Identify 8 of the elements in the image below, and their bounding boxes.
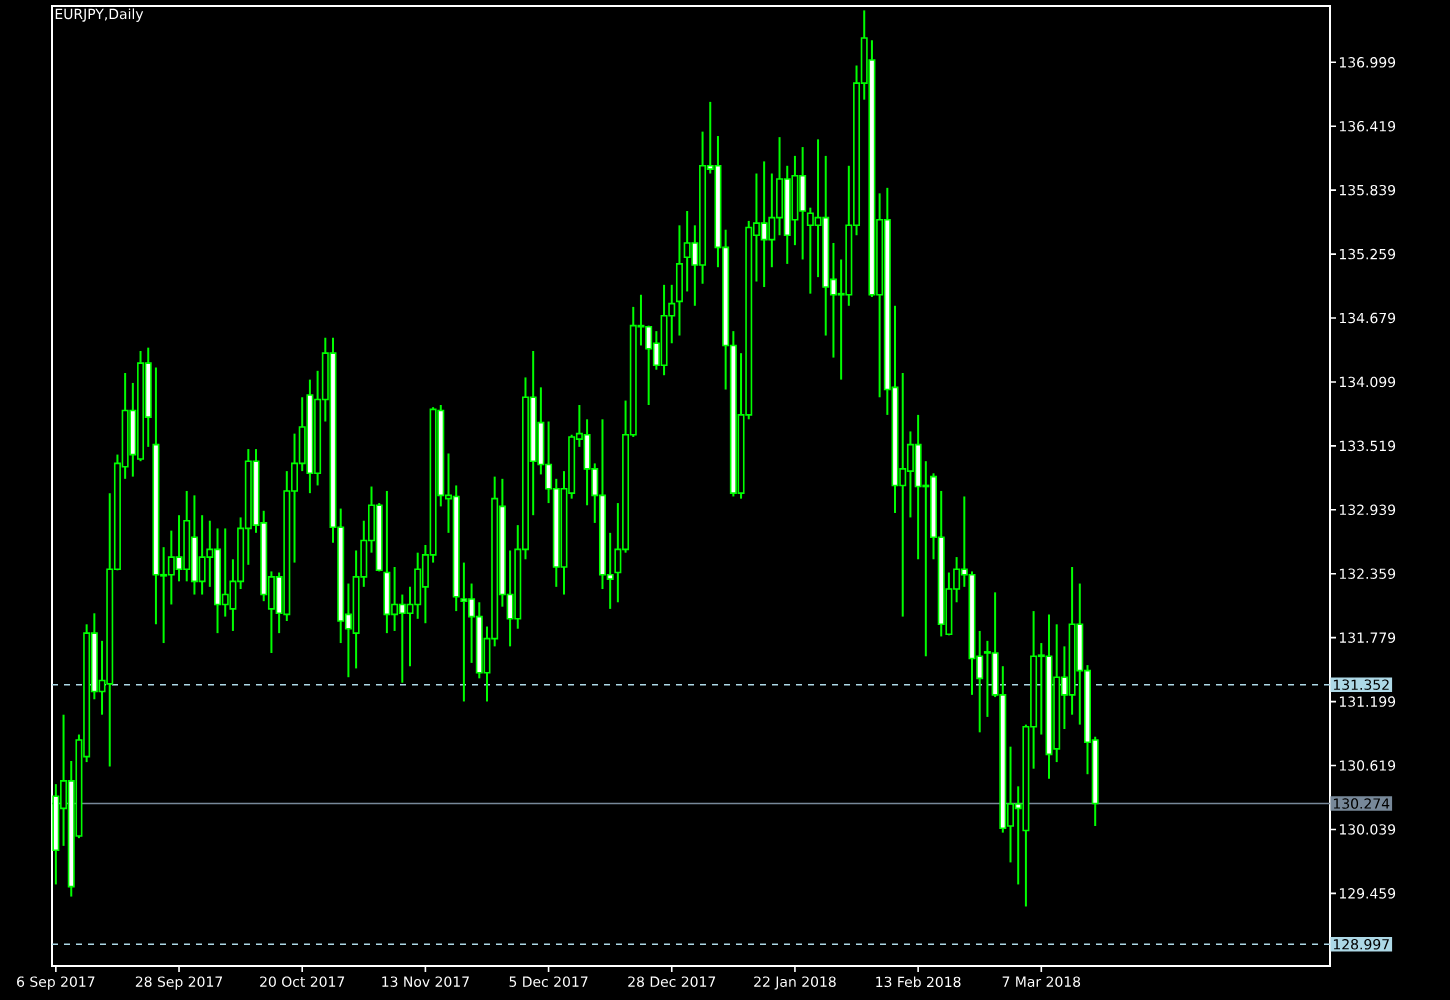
candlestick [190,494,198,596]
candlestick [899,372,907,618]
candlestick [221,527,229,618]
candlestick [760,160,768,289]
candlestick [398,593,406,684]
candlestick [198,514,206,596]
candlestick [175,514,183,583]
candlestick [383,489,391,635]
